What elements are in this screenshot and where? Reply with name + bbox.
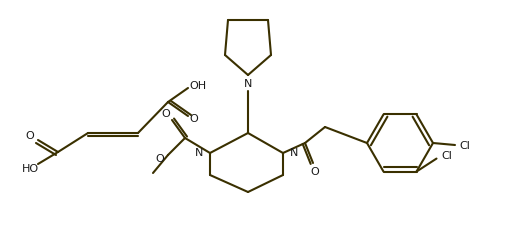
Text: N: N	[244, 79, 252, 89]
Text: O: O	[156, 154, 164, 164]
Text: O: O	[162, 109, 170, 119]
Text: OH: OH	[190, 81, 206, 91]
Text: Cl: Cl	[441, 151, 452, 161]
Text: O: O	[26, 131, 34, 141]
Text: N: N	[195, 148, 203, 158]
Text: O: O	[190, 114, 198, 124]
Text: N: N	[290, 148, 299, 158]
Text: O: O	[311, 167, 319, 177]
Text: Cl: Cl	[459, 141, 470, 151]
Text: HO: HO	[21, 164, 39, 174]
